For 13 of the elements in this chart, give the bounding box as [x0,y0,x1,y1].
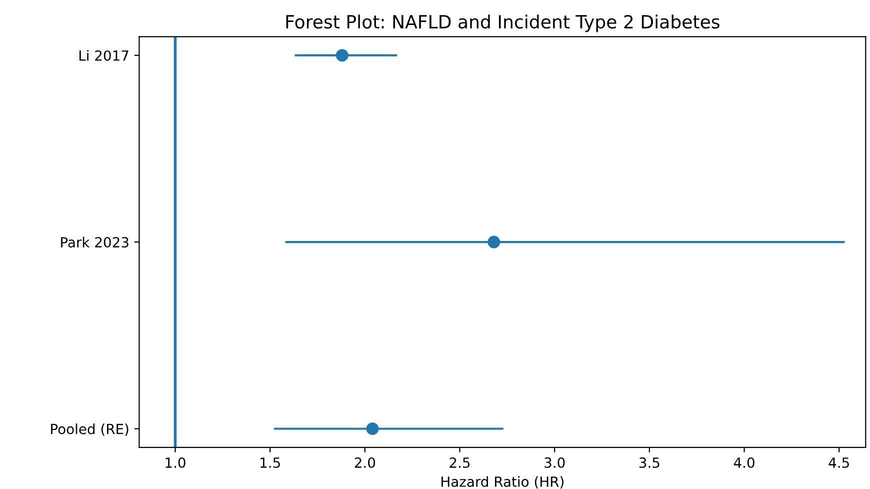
chart-title: Forest Plot: NAFLD and Incident Type 2 Diabetes [286,14,720,32]
y-tick-label: Pooled (RE) [51,423,128,436]
x-tick-label: 4.5 [828,458,849,468]
x-axis-title: Hazard Ratio (HR) [442,476,564,489]
x-tick-label: 3.5 [639,457,660,468]
y-tick-label: Park 2023 [61,236,128,248]
x-tick-label: 4.0 [734,457,754,468]
x-tick-label: 2.0 [354,457,376,468]
x-tick-label: 2.5 [450,457,470,468]
x-tick-label: 1.5 [260,458,280,468]
y-tick-label: Li 2017 [79,50,128,61]
x-tick-label: 3.0 [544,457,565,468]
x-tick-label: 1.0 [166,457,186,468]
